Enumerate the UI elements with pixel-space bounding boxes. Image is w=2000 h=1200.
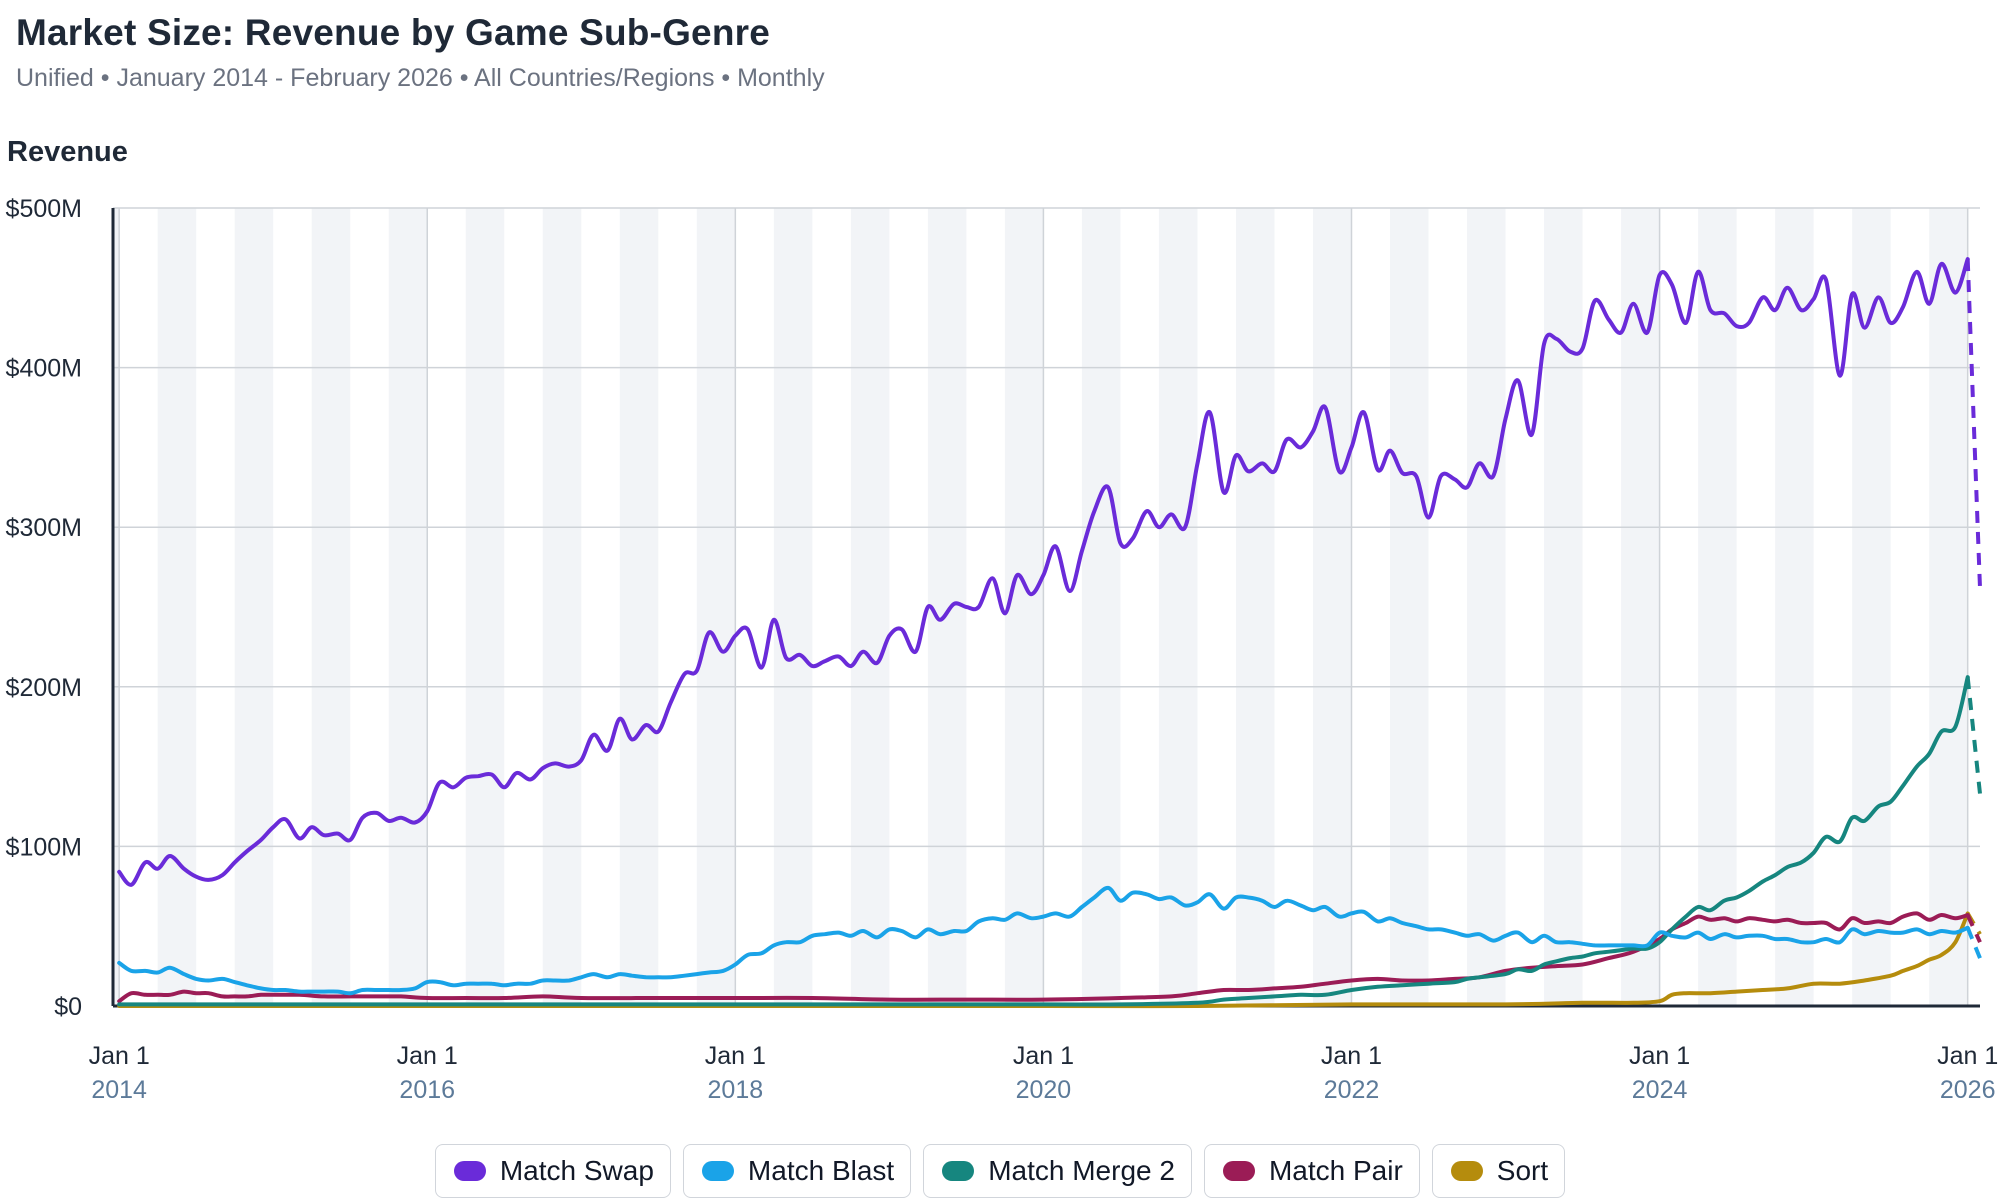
legend-swatch xyxy=(942,1161,975,1181)
legend-label: Sort xyxy=(1496,1155,1549,1186)
quarter-band xyxy=(1312,208,1352,1006)
quarter-band xyxy=(850,208,890,1006)
x-tick-year-label: 2022 xyxy=(1324,1076,1380,1104)
x-tick-label: Jan 1 xyxy=(705,1042,766,1070)
quarter-band xyxy=(542,208,582,1006)
quarter-band xyxy=(927,208,967,1006)
y-tick-label: $0 xyxy=(54,993,82,1021)
series-forecast-match-pair xyxy=(1965,914,1982,944)
legend-label: Match Merge 2 xyxy=(988,1155,1175,1186)
page-title: Market Size: Revenue by Game Sub-Genre xyxy=(16,12,771,53)
series-forecast-match-merge-2 xyxy=(1965,676,1982,794)
x-tick-label: Jan 1 xyxy=(1629,1042,1690,1070)
legend-label: Match Pair xyxy=(1268,1155,1403,1186)
quarter-band xyxy=(696,208,736,1006)
quarter-band xyxy=(1544,208,1583,1006)
legend-label: Match Blast xyxy=(747,1155,895,1186)
quarter-band xyxy=(1081,208,1121,1006)
quarter-band xyxy=(1467,208,1506,1006)
quarter-band xyxy=(234,208,274,1006)
quarter-band xyxy=(1235,208,1275,1006)
quarter-band xyxy=(1775,208,1814,1006)
x-tick-label: Jan 1 xyxy=(397,1042,458,1070)
quarter-band xyxy=(113,208,120,1006)
legend-swatch xyxy=(1450,1161,1483,1181)
legend-item-match-merge-2[interactable]: Match Merge 2 xyxy=(923,1144,1192,1198)
x-tick-year-label: 2016 xyxy=(399,1076,455,1104)
series-line-match-merge-2[interactable] xyxy=(117,675,1970,1007)
legend-item-sort[interactable]: Sort xyxy=(1431,1144,1566,1198)
x-tick-year-label: 2024 xyxy=(1632,1076,1688,1104)
page-subtitle: Unified • January 2014 - February 2026 •… xyxy=(16,64,825,92)
quarter-band xyxy=(465,208,505,1006)
legend-label: Match Swap xyxy=(499,1155,654,1186)
series-line-match-blast[interactable] xyxy=(117,885,1970,996)
x-tick-year-label: 2018 xyxy=(708,1076,764,1104)
quarter-band xyxy=(619,208,659,1006)
y-tick-label: $500M xyxy=(6,195,82,223)
series-lines xyxy=(117,257,1982,1009)
quarter-band xyxy=(157,208,197,1006)
series-forecast-match-blast xyxy=(1965,927,1982,959)
x-tick-label: Jan 1 xyxy=(89,1042,150,1070)
x-tick-year-label: 2026 xyxy=(1940,1076,1996,1104)
axes: Jan 1 2014 Jan 1 2016 Jan 1 2018 Jan 1 2020 Jan … xyxy=(6,195,1999,1104)
quarter-band xyxy=(1698,208,1737,1006)
x-tick-label: Jan 1 xyxy=(1321,1042,1382,1070)
quarter-band xyxy=(1158,208,1198,1006)
series-line-match-swap[interactable] xyxy=(117,257,1970,887)
quarter-band xyxy=(1390,208,1429,1006)
quarter-band xyxy=(773,208,813,1006)
legend-swatch xyxy=(1222,1161,1255,1181)
quarter-band xyxy=(388,208,428,1006)
legend-swatch xyxy=(453,1161,486,1181)
background-bands xyxy=(113,208,1968,1006)
x-tick-year-label: 2020 xyxy=(1016,1076,1072,1104)
x-tick-label: Jan 1 xyxy=(1013,1042,1074,1070)
series-line-match-pair[interactable] xyxy=(117,911,1970,1004)
y-axis-title: Revenue xyxy=(7,136,128,168)
quarter-band xyxy=(1621,208,1660,1006)
quarter-band xyxy=(1852,208,1891,1006)
quarter-band xyxy=(1004,208,1044,1006)
series-forecast-match-swap xyxy=(1965,259,1982,588)
legend-swatch xyxy=(701,1161,734,1181)
y-tick-label: $300M xyxy=(6,514,82,542)
legend-item-match-blast[interactable]: Match Blast xyxy=(682,1144,912,1198)
y-tick-label: $400M xyxy=(6,355,82,383)
quarter-band xyxy=(1929,208,1968,1006)
legend-item-match-pair[interactable]: Match Pair xyxy=(1203,1144,1420,1198)
x-tick-year-label: 2014 xyxy=(91,1076,147,1104)
y-tick-label: $200M xyxy=(6,674,82,702)
x-tick-label: Jan 1 xyxy=(1937,1042,1998,1070)
y-tick-label: $100M xyxy=(6,833,82,861)
quarter-band xyxy=(311,208,351,1006)
legend-item-match-swap[interactable]: Match Swap xyxy=(434,1144,671,1198)
legend: Match Swap Match Blast Match Merge 2 Match … xyxy=(0,1144,2000,1198)
